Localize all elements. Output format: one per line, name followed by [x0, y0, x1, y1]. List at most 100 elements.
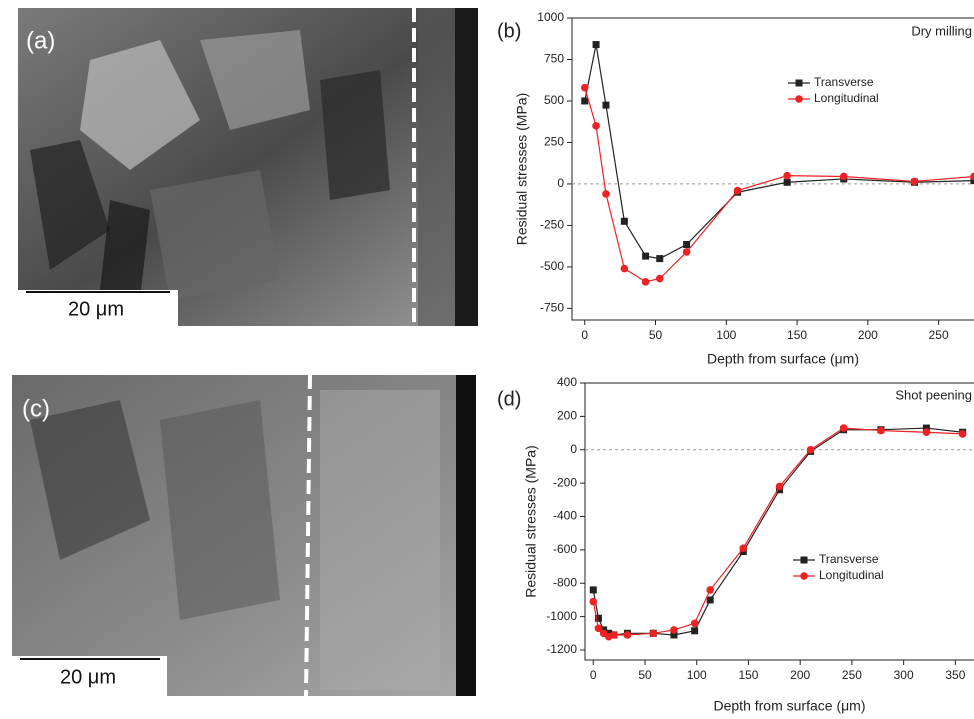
data-point — [656, 255, 664, 263]
x-tick-label: 100 — [687, 668, 707, 682]
x-tick-label: 150 — [738, 668, 758, 682]
series-line — [584, 87, 974, 283]
data-point — [670, 631, 678, 639]
x-axis-label: Depth from surface (μm) — [714, 698, 866, 714]
annotation: Shot peening — [895, 387, 972, 402]
y-tick-label: 750 — [544, 52, 564, 66]
data-point — [589, 597, 598, 606]
data-point — [623, 631, 632, 639]
legend-marker — [800, 556, 808, 564]
data-point — [970, 172, 974, 181]
data-point — [670, 626, 678, 634]
x-tick-label: 300 — [894, 668, 914, 682]
data-point — [602, 101, 610, 109]
data-point — [739, 544, 748, 552]
data-point — [602, 190, 610, 198]
scale-bar-label: 20 μm — [60, 666, 116, 688]
micrograph — [12, 374, 476, 697]
data-point — [783, 171, 791, 180]
data-point — [649, 629, 658, 638]
y-tick-label: -200 — [553, 475, 577, 489]
y-tick-label: -400 — [553, 509, 577, 523]
data-point — [922, 424, 930, 432]
x-tick-label: 250 — [929, 328, 949, 342]
data-point — [877, 426, 885, 435]
data-point — [581, 97, 589, 105]
data-point — [958, 430, 967, 438]
y-tick-label: -1000 — [546, 609, 577, 623]
x-axis-label: Depth from surface (μm) — [707, 351, 859, 367]
data-point — [691, 627, 699, 635]
data-point — [682, 248, 691, 256]
legend-label: Longitudinal — [814, 91, 879, 105]
y-axis-label: Residual stresses (MPa) — [514, 93, 530, 246]
data-point — [642, 252, 650, 260]
plot-frame — [584, 382, 974, 661]
y-tick-label: -750 — [540, 301, 564, 315]
series-line — [592, 427, 963, 638]
data-point — [592, 122, 600, 130]
data-point — [775, 482, 784, 491]
data-point — [683, 241, 691, 248]
y-tick-label: -600 — [553, 542, 577, 556]
x-tick-label: 250 — [842, 668, 862, 682]
y-tick-label: 1000 — [537, 10, 564, 24]
y-tick-label: 250 — [544, 135, 564, 149]
legend-marker — [795, 95, 803, 103]
series-line — [592, 427, 963, 636]
annotation: Dry milling — [911, 23, 972, 38]
legend-marker — [795, 79, 803, 87]
data-point — [922, 428, 931, 437]
x-tick-label: 0 — [581, 328, 588, 342]
y-tick-label: -500 — [540, 259, 564, 273]
y-tick-label: -1200 — [546, 642, 577, 656]
data-point — [970, 177, 974, 185]
panel-label: (c) — [22, 395, 50, 422]
data-point — [690, 619, 699, 628]
legend-marker — [800, 572, 808, 580]
series-line — [584, 44, 974, 260]
data-point — [594, 624, 603, 633]
y-tick-label: 0 — [557, 176, 564, 190]
y-tick-label: 500 — [544, 93, 564, 107]
data-point — [655, 274, 664, 283]
panel-label: (b) — [497, 20, 521, 42]
data-point — [910, 177, 919, 186]
data-point — [783, 178, 791, 186]
plot-frame — [571, 17, 974, 321]
y-axis-label: Residual stresses (MPa) — [523, 445, 539, 598]
data-point — [733, 186, 742, 195]
data-point — [706, 586, 714, 594]
data-point — [594, 614, 602, 622]
x-tick-label: 0 — [590, 668, 597, 682]
y-tick-label: 0 — [570, 442, 577, 456]
x-tick-label: 50 — [649, 328, 663, 342]
data-point — [706, 596, 714, 604]
data-point — [589, 586, 597, 594]
scale-bar-label: 20 μm — [68, 298, 124, 320]
y-tick-label: 200 — [557, 409, 577, 423]
y-tick-label: -800 — [553, 575, 577, 589]
legend-label: Transverse — [819, 552, 879, 566]
data-point — [580, 83, 589, 92]
data-point — [806, 445, 815, 454]
data-point — [592, 41, 600, 49]
micrograph — [18, 8, 478, 326]
data-point — [620, 264, 629, 273]
data-point — [641, 278, 650, 286]
legend-label: Transverse — [814, 75, 874, 89]
data-point — [839, 172, 848, 181]
x-tick-label: 150 — [787, 328, 807, 342]
y-tick-label: 400 — [557, 375, 577, 389]
x-tick-label: 350 — [945, 668, 965, 682]
panel-label: (a) — [26, 27, 55, 54]
x-tick-label: 100 — [716, 328, 736, 342]
data-point — [839, 424, 848, 432]
data-point — [610, 631, 618, 639]
data-point — [620, 217, 628, 225]
panel-label: (d) — [497, 388, 521, 410]
x-tick-label: 200 — [790, 668, 810, 682]
x-tick-label: 50 — [638, 668, 652, 682]
